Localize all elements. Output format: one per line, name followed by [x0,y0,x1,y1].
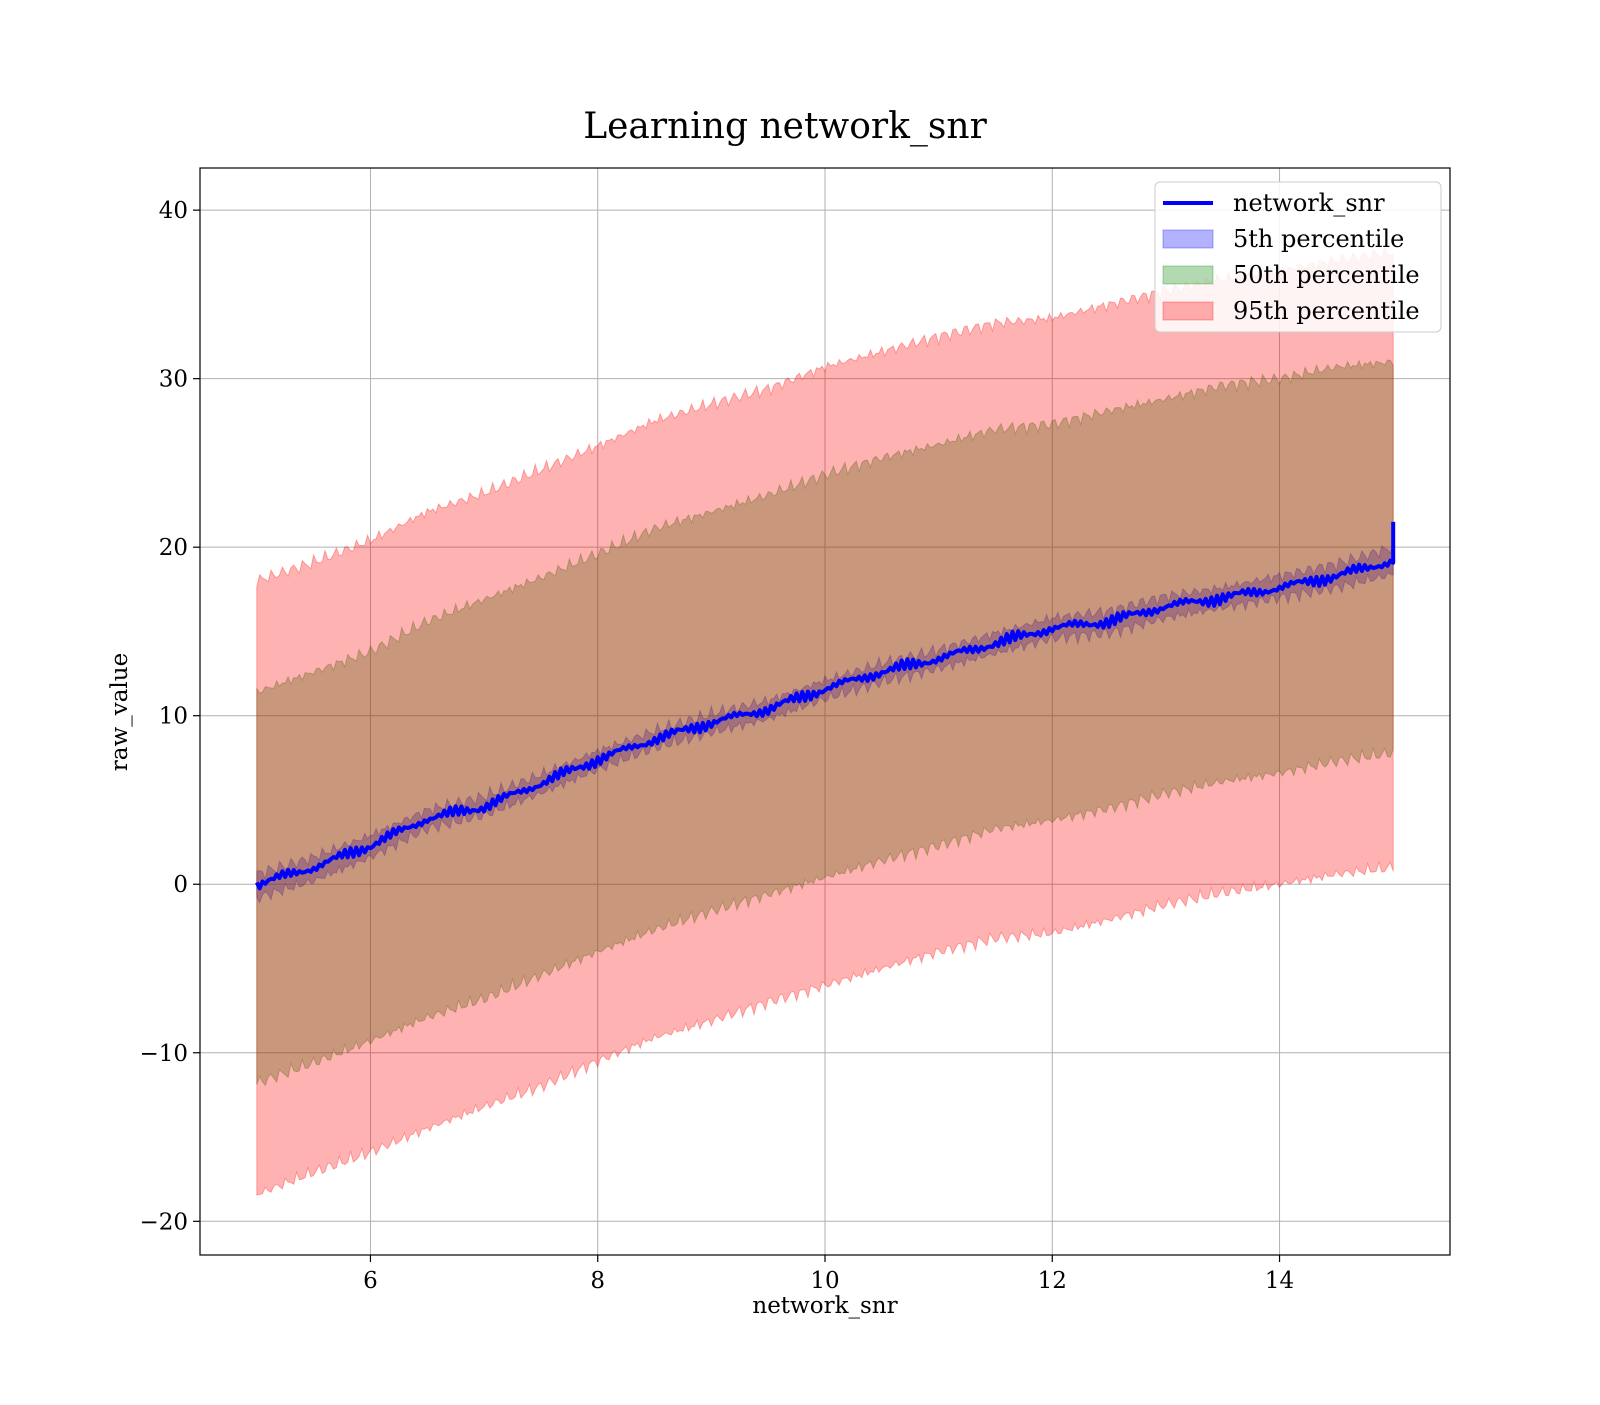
x-tick-label: 14 [1265,1268,1294,1294]
band-95th-percentile [256,244,1394,1196]
legend-band-swatch [1162,265,1214,285]
y-tick-label: 40 [159,198,188,224]
y-tick-label: −10 [139,1041,188,1067]
legend-label: 5th percentile [1233,225,1404,253]
band-layer [256,244,1394,1196]
legend-label: network_snr [1233,189,1385,217]
legend-label: 50th percentile [1233,261,1420,289]
legend-band-swatch [1162,301,1214,321]
chart-title: Learning network_snr [583,106,987,147]
y-tick-label: −20 [139,1209,188,1235]
line-network-snr [255,521,1396,891]
line-layer [255,521,1396,891]
legend-band-swatch [1162,229,1214,249]
y-tick-label: 20 [159,535,188,561]
y-axis-label: raw_value [107,653,133,771]
legend-label: 95th percentile [1233,297,1420,325]
y-tick-label: 30 [159,367,188,393]
x-tick-label: 12 [1038,1268,1067,1294]
legend-box [1154,181,1442,333]
band-50th-percentile [256,359,1394,1087]
grid-layer [200,168,1450,1255]
x-axis-label: network_snr [752,1293,897,1319]
legend: network_snr 5th percentile 50th percentile… [1154,181,1442,333]
x-tick-label: 10 [810,1268,839,1294]
x-tick-label: 8 [590,1268,605,1294]
band-5th-percentile [256,540,1394,904]
x-tick-label: 6 [363,1268,378,1294]
y-tick-label: 0 [173,872,188,898]
y-tick-label: 10 [159,704,188,730]
tick-layer: 6 8 10 12 14 −20 −10 0 10 20 30 40 [139,198,1294,1294]
